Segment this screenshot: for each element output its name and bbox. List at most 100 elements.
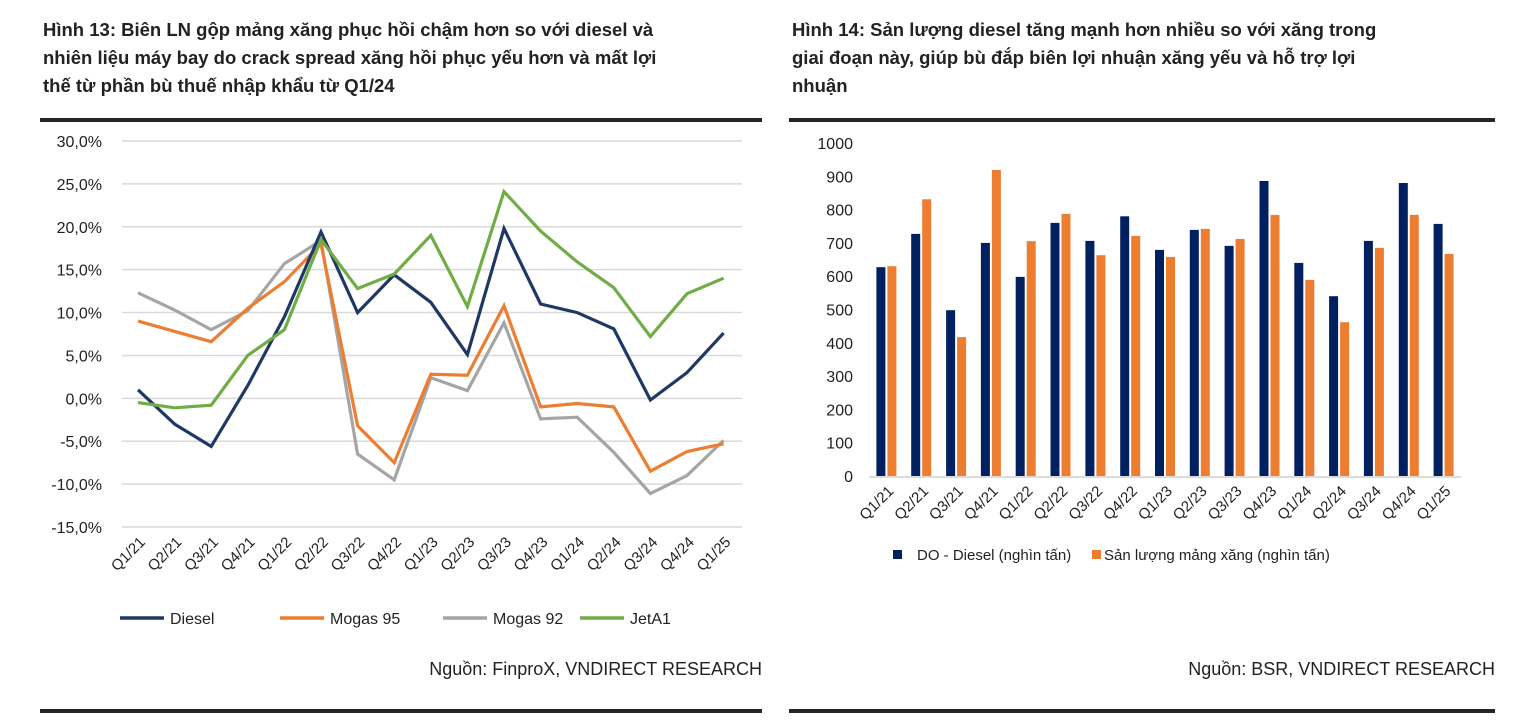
legend-label: JetA1: [630, 611, 671, 628]
legend-swatch: [893, 550, 902, 559]
x-tick-label: Q2/24: [1309, 483, 1350, 524]
bar-xang: [1200, 228, 1210, 476]
figure-13-source: Nguồn: FinproX, VNDIRECT RESEARCH: [429, 659, 762, 679]
bar-diesel: [946, 310, 956, 476]
x-tick-label: Q4/24: [1379, 483, 1420, 524]
bar-diesel: [1155, 249, 1164, 476]
x-tick-label: Q3/21: [926, 483, 967, 524]
x-tick-label: Q4/21: [961, 483, 1002, 524]
bar-xang: [1374, 247, 1384, 476]
bar-xang: [887, 266, 897, 476]
bar-diesel: [1224, 245, 1234, 476]
x-tick-label: Q1/25: [1413, 483, 1454, 524]
bar-diesel: [1398, 183, 1408, 476]
y-tick-label: 1000: [817, 136, 853, 153]
figure-13-title-line-1: : Biên LN gộp mảng xăng phục hồi chậm hơ…: [109, 19, 654, 40]
y-tick-label: 200: [826, 402, 853, 419]
bar-diesel: [1294, 262, 1304, 476]
y-tick-label: 100: [826, 436, 853, 453]
x-tick-label: Q1/22: [254, 534, 295, 575]
bar-xang: [1061, 213, 1071, 476]
y-tick-label: 700: [826, 236, 853, 253]
bar-diesel: [1363, 240, 1373, 476]
x-tick-label: Q3/22: [1065, 483, 1106, 524]
x-tick-label: Q2/22: [291, 534, 332, 575]
y-tick-label: -15,0%: [51, 520, 102, 537]
y-tick-label: 300: [826, 369, 853, 386]
x-tick-label: Q3/24: [1344, 483, 1385, 524]
figure-14-title-line-3: nhuận: [792, 75, 848, 96]
figure-14-title: Hình 14: Sản lượng diesel tăng mạnh hơn …: [792, 16, 1376, 100]
x-tick-label: Q3/23: [474, 534, 515, 575]
bar-xang: [1166, 256, 1175, 476]
bar-xang: [1340, 322, 1350, 476]
x-tick-label: Q4/22: [1100, 483, 1141, 524]
x-tick-label: Q1/21: [856, 483, 897, 524]
x-tick-label: Q1/24: [1274, 483, 1315, 524]
bar-xang: [922, 199, 932, 477]
x-tick-label: Q3/23: [1205, 483, 1246, 524]
bar-diesel: [1189, 229, 1199, 476]
x-tick-label: Q3/22: [328, 534, 369, 575]
bar-xang: [991, 170, 1001, 476]
y-tick-label: 900: [826, 169, 853, 186]
legend-label: Mogas 95: [330, 611, 400, 628]
bar-xang: [1305, 279, 1315, 476]
legend-label: Mogas 92: [493, 611, 563, 628]
bar-xang: [1444, 253, 1454, 476]
x-tick-label: Q4/23: [1239, 483, 1280, 524]
bar-xang: [1409, 214, 1419, 476]
bar-diesel: [1329, 296, 1339, 476]
bar-diesel: [980, 242, 990, 476]
legend-label: DO - Diesel (nghìn tấn): [917, 547, 1071, 564]
figure-13-bottom-rule: [40, 709, 762, 713]
y-tick-label: 0: [844, 469, 853, 486]
bar-xang: [1096, 255, 1106, 476]
figure-14-prefix: Hình 14: [792, 19, 859, 40]
x-tick-label: Q1/23: [401, 534, 442, 575]
x-tick-label: Q4/22: [364, 534, 405, 575]
x-tick-label: Q2/23: [1170, 483, 1211, 524]
figure-14-title-line-1: : Sản lượng diesel tăng mạnh hơn nhiều s…: [858, 19, 1377, 40]
figure-14-title-line-2: giai đoạn này, giúp bù đắp biên lợi nhuậ…: [792, 47, 1356, 68]
bar-diesel: [1120, 216, 1130, 477]
x-tick-label: Q1/25: [694, 534, 735, 575]
y-tick-label: -5,0%: [60, 434, 102, 451]
y-tick-label: 800: [826, 203, 853, 220]
x-tick-label: Q1/21: [108, 534, 149, 575]
figure-14-bottom-rule: [789, 709, 1495, 713]
x-tick-label: Q1/23: [1135, 483, 1176, 524]
x-tick-label: Q1/22: [996, 483, 1037, 524]
y-tick-label: 600: [826, 269, 853, 286]
y-tick-label: 30,0%: [57, 134, 102, 151]
x-tick-label: Q2/24: [584, 534, 625, 575]
series-line-mogas-92: [137, 237, 725, 496]
legend-label: Diesel: [170, 611, 214, 628]
figure-13-prefix: Hình 13: [43, 19, 110, 40]
series-line-mogas-95: [137, 240, 724, 474]
bar-xang: [1270, 214, 1280, 476]
figure-13-title-line-2: nhiên liệu máy bay do crack spread xăng …: [43, 47, 657, 68]
y-tick-label: -10,0%: [51, 477, 102, 494]
bar-xang: [1235, 238, 1245, 476]
x-tick-label: Q4/24: [657, 534, 698, 575]
x-tick-label: Q2/22: [1030, 483, 1071, 524]
y-tick-label: 10,0%: [57, 306, 102, 323]
x-tick-label: Q3/21: [181, 534, 222, 575]
bar-chart: 10009008007006005004003002001000Q1/21Q2/…: [817, 136, 1461, 564]
bar-diesel: [911, 233, 921, 476]
bar-xang: [1131, 235, 1141, 476]
series-line-jeta1: [137, 188, 725, 410]
y-tick-label: 5,0%: [66, 348, 102, 365]
y-tick-label: 400: [826, 336, 853, 353]
y-tick-label: 15,0%: [57, 263, 102, 280]
x-tick-label: Q1/24: [547, 534, 588, 575]
figure-14-source: Nguồn: BSR, VNDIRECT RESEARCH: [1188, 659, 1495, 679]
line-chart: 30,0% 25,0% 20,0% 15,0% 10,0% 5,0% 0,0% -5,0% -1…: [51, 134, 742, 628]
bar-diesel: [1085, 240, 1095, 476]
bar-xang: [1026, 241, 1036, 476]
x-tick-label: Q2/23: [437, 534, 478, 575]
y-tick-label: 25,0%: [57, 177, 102, 194]
y-tick-label: 0,0%: [66, 391, 102, 408]
bar-xang: [957, 337, 967, 476]
